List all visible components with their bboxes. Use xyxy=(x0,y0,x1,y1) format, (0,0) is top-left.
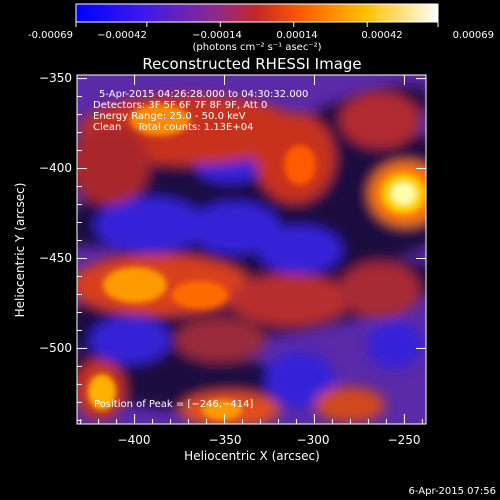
bright-core xyxy=(88,374,116,410)
bright-core xyxy=(284,145,316,185)
emission-band xyxy=(175,318,265,362)
colorbar: -0.00069 −0.00042 −0.00014 0.00014 0.000… xyxy=(28,3,494,53)
annotation-energy: Energy Range: 25.0 - 50.0 keV xyxy=(93,111,246,122)
annotation-clean: Clean Total counts: 1.13E+04 xyxy=(93,122,253,133)
x-axis-label: Heliocentric X (arcsec) xyxy=(184,449,320,463)
bright-core xyxy=(172,281,228,309)
x-tick-label: −250 xyxy=(388,433,421,447)
annotation-block: 5-Apr-2015 04:26:28.000 to 04:30:32.000 … xyxy=(93,89,308,133)
blue-region xyxy=(90,316,170,364)
bright-core xyxy=(202,400,242,420)
emission-band xyxy=(230,274,350,326)
blue-region xyxy=(190,202,280,254)
peak-position-label: Position of Peak = [−246,−414] xyxy=(94,399,253,410)
colorbar-tick-label: 0.00069 xyxy=(453,30,494,41)
x-tick-label: −400 xyxy=(118,433,151,447)
colorbar-tick-label: −0.00014 xyxy=(192,30,242,41)
colorbar-ticks xyxy=(75,22,439,27)
x-tick-label: −300 xyxy=(297,433,330,447)
annotation-time-range: 5-Apr-2015 04:26:28.000 to 04:30:32.000 xyxy=(99,89,308,100)
colorbar-tick-label: 0.00014 xyxy=(276,30,317,41)
bright-core xyxy=(103,267,167,303)
colorbar-tick-label: −0.00042 xyxy=(97,30,147,41)
colorbar-tick-label: 0.00042 xyxy=(361,30,402,41)
y-tick-label: −500 xyxy=(39,341,72,355)
plot-frame xyxy=(76,74,427,425)
annotation-detectors: Detectors: 3F 5F 6F 7F 8F 9F, Att 0 xyxy=(93,100,267,111)
y-tick-label: −400 xyxy=(39,161,72,175)
y-tick-label: −450 xyxy=(39,251,72,265)
heatmap-image xyxy=(77,75,426,424)
emission-band xyxy=(340,262,420,318)
blue-region xyxy=(258,226,342,274)
blue-region xyxy=(367,321,423,369)
chart-title: Reconstructed RHESSI Image xyxy=(142,55,361,73)
blue-region xyxy=(95,197,205,253)
bright-core xyxy=(130,104,190,136)
peak-center xyxy=(391,182,416,205)
emission-band xyxy=(77,125,150,205)
emission-band xyxy=(340,92,420,148)
footer-date: 6-Apr-2015 07:56 xyxy=(409,486,496,497)
colorbar-units: (photons cm⁻² s⁻¹ asec⁻²) xyxy=(192,42,321,53)
x-tick-label: −350 xyxy=(209,433,242,447)
axis-ticks xyxy=(77,75,426,424)
y-tick-label: −350 xyxy=(39,71,72,85)
colorbar-tick-label: -0.00069 xyxy=(28,30,73,41)
emission-band xyxy=(315,387,385,423)
y-axis-label: Heliocentric Y (arcsec) xyxy=(13,183,27,318)
blue-region xyxy=(265,352,335,408)
colorbar-gradient xyxy=(75,3,439,23)
